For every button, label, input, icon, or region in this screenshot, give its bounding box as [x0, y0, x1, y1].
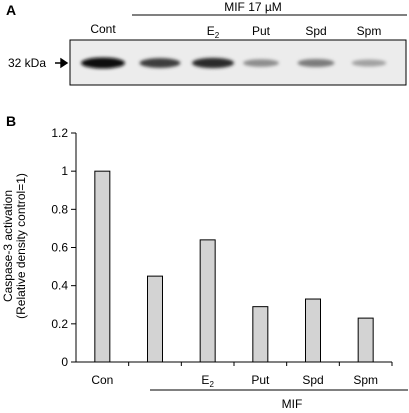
blot-band [351, 59, 387, 67]
treatment-header: MIF 17 µM [224, 0, 282, 14]
lane-label: Spm [357, 24, 382, 38]
blot-band [139, 58, 181, 68]
chart-bars [94, 170, 374, 363]
blot-band [243, 59, 279, 67]
marker-arrow-icon [55, 57, 69, 69]
x-tick-label: Spm [353, 373, 378, 387]
blot-band [81, 57, 125, 69]
lane-label: Cont [90, 22, 116, 36]
y-tick-label: 0.6 [51, 241, 68, 255]
bar [94, 170, 111, 363]
blot-frame [69, 39, 407, 86]
y-tick-label: 0.8 [51, 202, 68, 216]
y-axis-title: Caspase-3 activation (Relative density c… [1, 173, 28, 319]
y-axis-title-line2: (Relative density control=1) [14, 173, 28, 319]
blot-band [191, 57, 235, 69]
bar [357, 317, 374, 363]
x-tick-label: E2 [201, 373, 214, 389]
x-tick-label: Spd [302, 373, 323, 387]
lane-label: Spd [305, 24, 326, 38]
y-tick-label: 1.2 [51, 126, 68, 140]
y-tick-label: 0.2 [51, 317, 68, 331]
lane-label: E2 [207, 24, 220, 40]
bar [147, 275, 163, 363]
bar [305, 298, 321, 363]
chart-axes: 0 0.2 0.4 0.6 0.8 1 1.2 [51, 126, 393, 369]
panel-b-label: B [6, 113, 16, 129]
x-tick-label: Con [91, 373, 113, 387]
x-tick-label: Put [251, 373, 270, 387]
panel-a-label: A [6, 2, 16, 18]
blot-band [297, 59, 335, 67]
x-tick-labels: Con E2 Put Spd Spm [91, 373, 378, 389]
blot-bands [81, 57, 387, 69]
bar [199, 239, 216, 363]
y-tick-label: 0.4 [51, 279, 68, 293]
lane-label: Put [252, 24, 271, 38]
bar [252, 306, 269, 363]
marker-label: 32 kDa [8, 56, 46, 70]
y-axis-title-line1: Caspase-3 activation [1, 190, 15, 302]
mif-group-label: MIF [282, 397, 303, 411]
y-tick-label: 1 [61, 164, 68, 178]
lane-labels: Cont E2 Put Spd Spm [90, 22, 381, 40]
y-tick-label: 0 [61, 355, 68, 369]
